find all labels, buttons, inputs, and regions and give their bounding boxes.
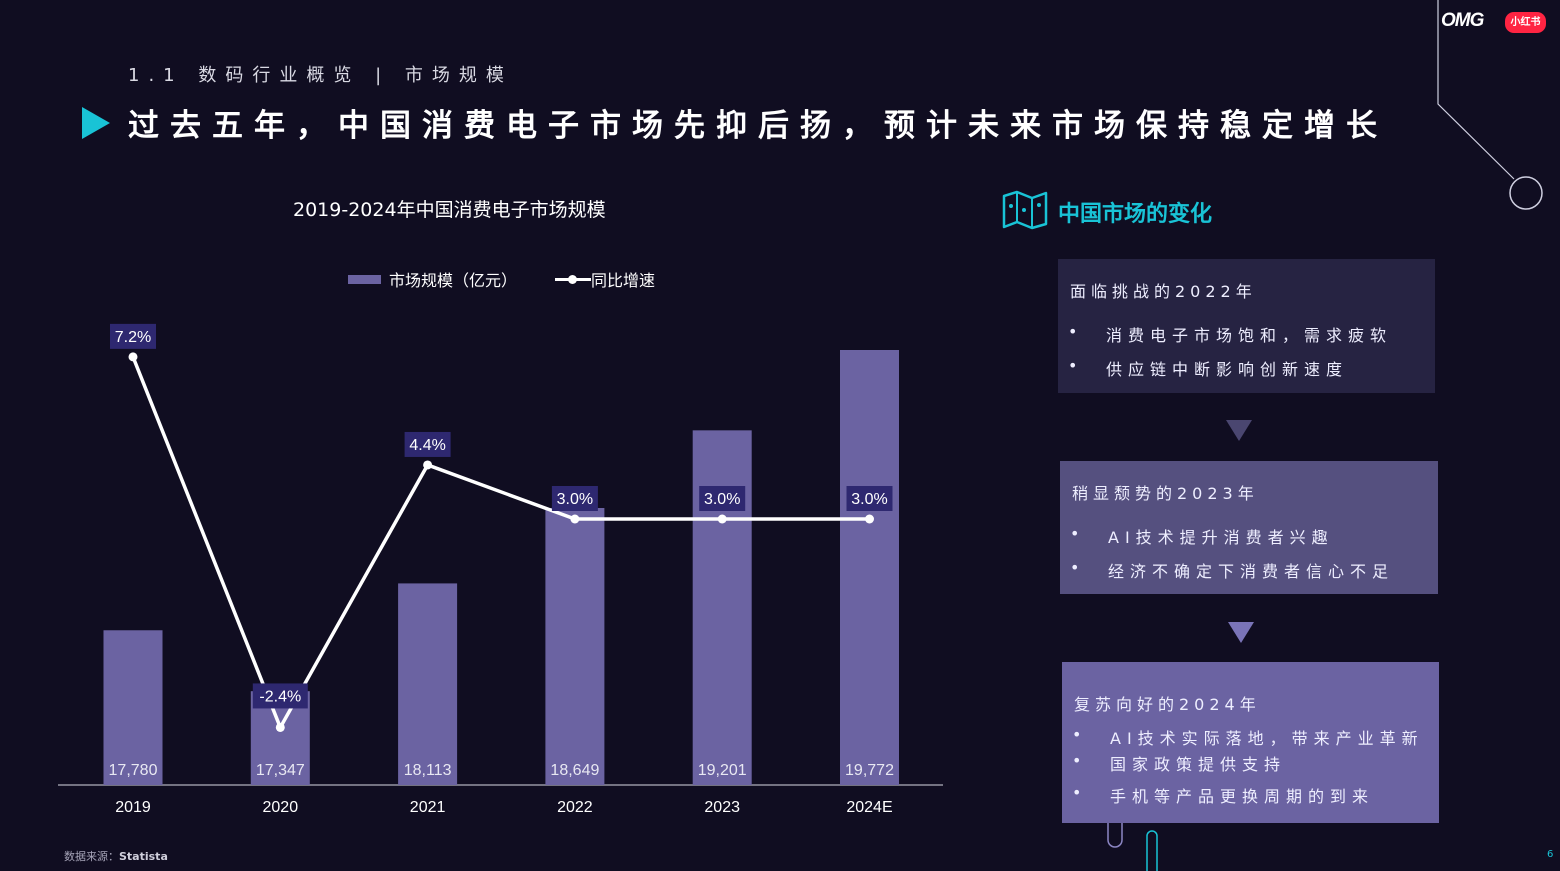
list-item: AI技术提升消费者兴趣	[1060, 524, 1394, 548]
rate-label-bg	[551, 486, 598, 511]
list-item: 供应链中断影响创新速度	[1058, 356, 1392, 380]
rate-label: 7.2%	[115, 329, 151, 346]
legend-line-label: 同比增速	[591, 271, 656, 290]
map-icon	[1002, 190, 1048, 230]
bar-value-label: 19,201	[698, 762, 747, 779]
rate-label-bg	[404, 431, 451, 457]
x-tick-label: 2020	[263, 799, 299, 816]
xiaohongshu-logo: 小红书	[1505, 12, 1546, 33]
card-title: 复苏向好的2024年	[1074, 695, 1261, 714]
bar-value-label: 19,772	[845, 762, 894, 779]
growth-point	[717, 514, 727, 524]
card-2022: 面临挑战的2022年 消费电子市场饱和，需求疲软 供应链中断影响创新速度	[1058, 259, 1435, 393]
bar	[692, 430, 752, 785]
data-source: 数据来源：Statista	[64, 848, 168, 864]
section-label: 1.1 数码行业概览 | 市场规模	[128, 65, 513, 86]
list-item: 手机等产品更换周期的到来	[1062, 783, 1424, 807]
list-item: 国家政策提供支持	[1062, 751, 1424, 775]
card-list: AI技术实际落地，带来产业革新 国家政策提供支持 手机等产品更换周期的到来	[1062, 725, 1424, 807]
x-tick-label: 2022	[557, 799, 593, 816]
card-title: 稍显颓势的2023年	[1072, 484, 1259, 503]
list-item: 消费电子市场饱和，需求疲软	[1058, 322, 1392, 346]
x-tick-label: 2019	[115, 799, 151, 816]
card-2024: 复苏向好的2024年 AI技术实际落地，带来产业革新 国家政策提供支持 手机等产…	[1062, 662, 1439, 823]
legend-bar-swatch	[348, 274, 381, 284]
growth-line	[131, 356, 870, 732]
page-number: 6	[1547, 849, 1554, 860]
down-arrow-icon	[1228, 622, 1254, 643]
card-list: AI技术提升消费者兴趣 经济不确定下消费者信心不足	[1060, 524, 1394, 582]
growth-point	[570, 514, 580, 524]
market-size-chart: 17,780 2019 17,347 2020 18,113 2021 18,649 2022…	[58, 323, 943, 816]
x-tick-label: 2024E	[846, 799, 892, 816]
growth-point	[128, 352, 138, 362]
growth-point	[275, 722, 285, 732]
bar	[545, 507, 605, 785]
rate-label-bg	[846, 486, 893, 511]
bar	[398, 583, 458, 785]
bar-value-label: 17,347	[256, 762, 305, 779]
rate-label: 3.0%	[704, 491, 740, 508]
legend-bar-label: 市场规模（亿元）	[389, 271, 518, 290]
card-title: 面临挑战的2022年	[1070, 282, 1257, 301]
rate-label: 3.0%	[851, 491, 887, 508]
rate-label-bg	[699, 486, 746, 511]
growth-point	[865, 514, 874, 524]
right-panel-title: 中国市场的变化	[1058, 202, 1213, 227]
x-tick-label: 2021	[410, 799, 446, 816]
growth-point	[423, 460, 433, 470]
bar-value-label: 17,780	[109, 762, 158, 779]
chart-title: 2019-2024年中国消费电子市场规模	[293, 199, 606, 221]
card-list: 消费电子市场饱和，需求疲软 供应链中断影响创新速度	[1058, 322, 1392, 380]
list-item: AI技术实际落地，带来产业革新	[1062, 725, 1424, 749]
source-value: Statista	[119, 850, 168, 863]
rate-label: -2.4%	[259, 688, 301, 705]
bar	[840, 350, 899, 785]
down-arrow-icon	[1226, 420, 1252, 441]
omg-logo: OMG	[1441, 10, 1484, 31]
list-item: 经济不确定下消费者信心不足	[1060, 558, 1394, 582]
legend-line-swatch	[555, 274, 592, 284]
page-title: 过去五年，中国消费电子市场先抑后扬，预计未来市场保持稳定增长	[128, 108, 1388, 144]
rate-label: 3.0%	[557, 491, 593, 508]
play-arrow-icon	[82, 107, 110, 139]
rate-label-bg	[252, 683, 308, 709]
bar-value-label: 18,113	[404, 762, 452, 779]
card-2023: 稍显颓势的2023年 AI技术提升消费者兴趣 经济不确定下消费者信心不足	[1060, 461, 1438, 594]
source-label: 数据来源：	[64, 850, 119, 863]
bar-value-label: 18,649	[550, 762, 599, 779]
bar	[103, 630, 163, 785]
x-tick-label: 2023	[704, 799, 740, 816]
chart-legend: 市场规模（亿元） 同比增速	[348, 267, 655, 291]
rate-label: 4.4%	[409, 437, 445, 454]
rate-label-bg	[110, 323, 156, 349]
